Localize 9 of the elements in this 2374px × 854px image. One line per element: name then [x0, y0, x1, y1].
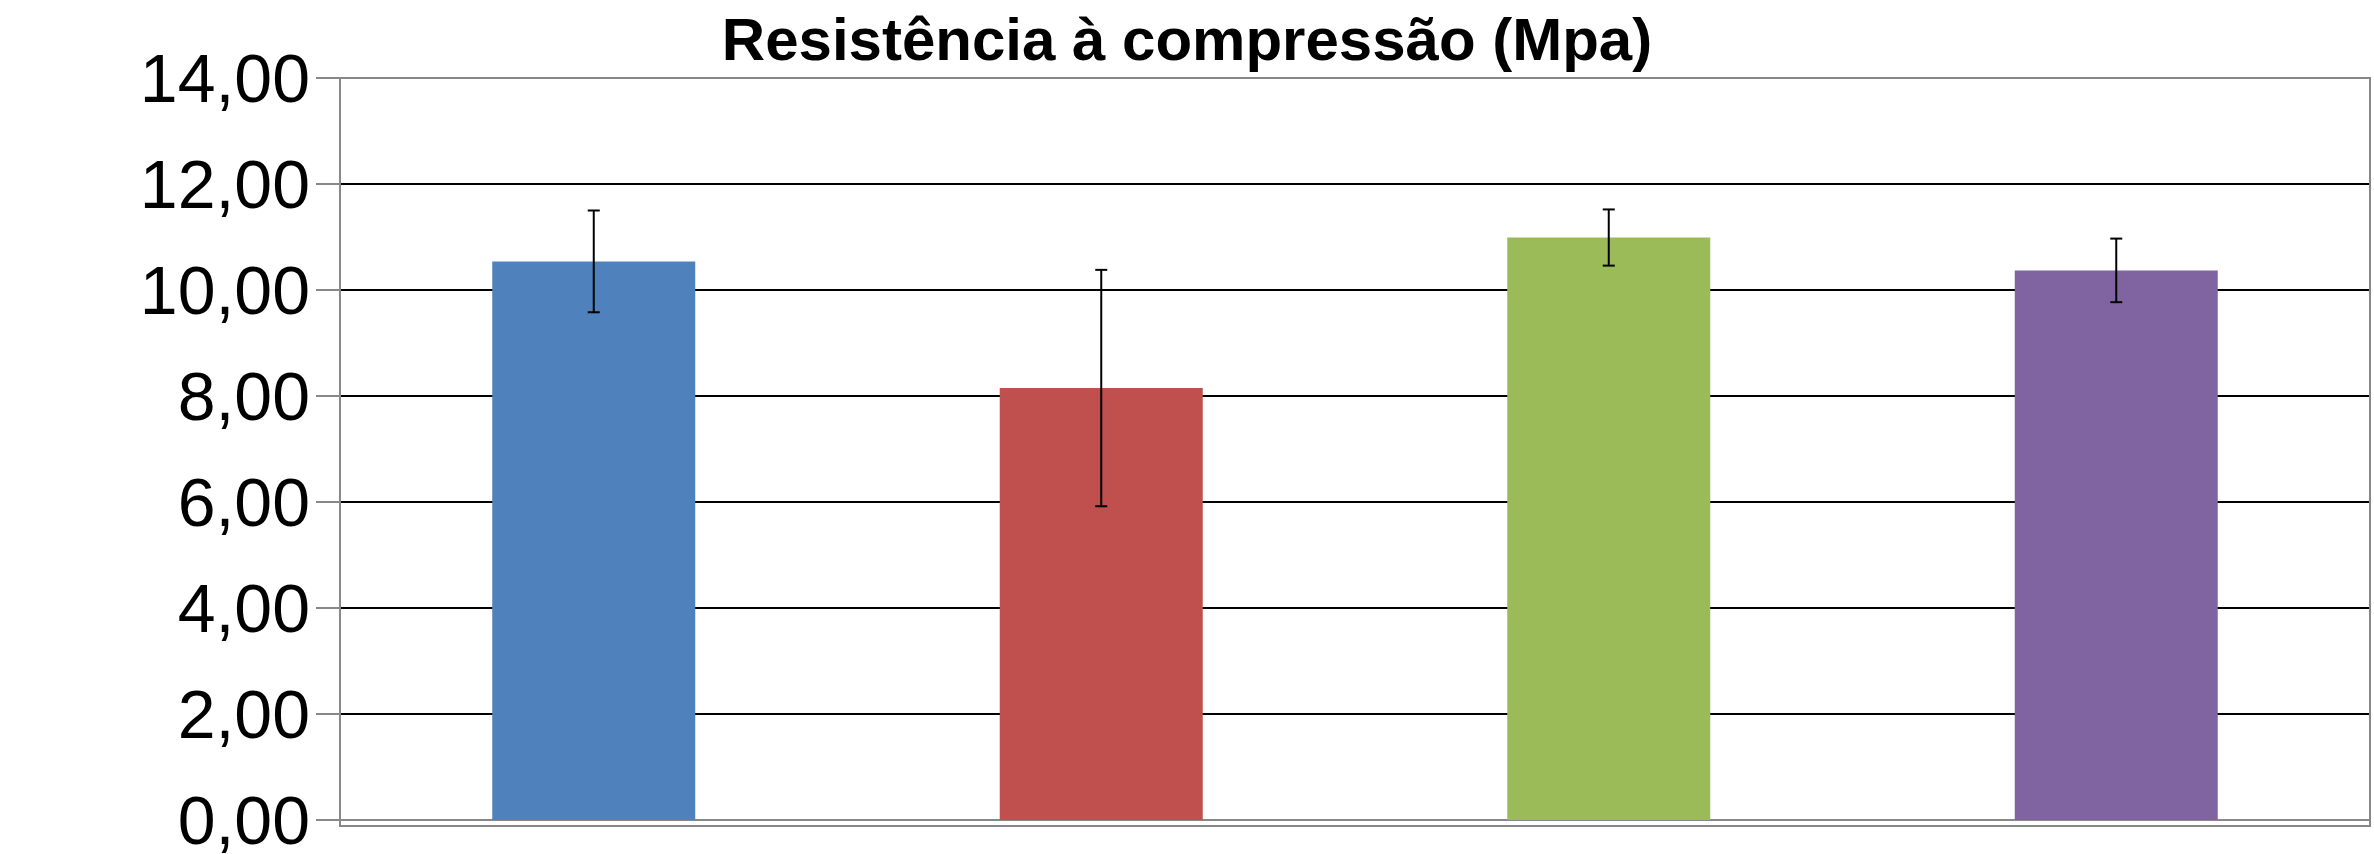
- y-tick-label: 10,00: [139, 252, 310, 328]
- y-tick-label: 4,00: [177, 570, 310, 646]
- y-tick-label: 12,00: [139, 146, 310, 222]
- y-tick-label: 0,00: [177, 782, 310, 854]
- y-tick-label: 6,00: [177, 464, 310, 540]
- y-tick-label: 14,00: [139, 40, 310, 116]
- chart-title: Resistência à compressão (Mpa): [721, 5, 1653, 73]
- y-tick-label: 8,00: [177, 358, 310, 434]
- y-tick-label: 2,00: [177, 676, 310, 752]
